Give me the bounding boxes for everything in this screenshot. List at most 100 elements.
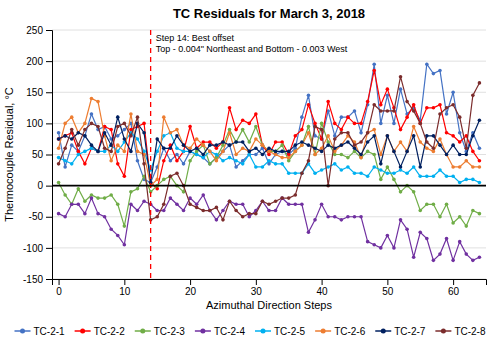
series-marker bbox=[471, 134, 475, 138]
series-marker bbox=[333, 137, 337, 141]
series-marker bbox=[247, 153, 251, 157]
y-tick-label: 150 bbox=[26, 87, 43, 98]
series-marker bbox=[175, 171, 179, 175]
legend-item: TC-2-5 bbox=[255, 326, 306, 337]
series-marker bbox=[116, 234, 120, 238]
series-marker bbox=[96, 212, 100, 216]
series-marker bbox=[294, 203, 298, 207]
series-line bbox=[59, 98, 480, 185]
legend-item: TC-2-3 bbox=[135, 326, 186, 337]
series-marker bbox=[77, 131, 81, 135]
y-tick-mark bbox=[46, 217, 52, 218]
legend-marker bbox=[321, 329, 326, 334]
series-marker bbox=[162, 209, 166, 213]
series-marker bbox=[280, 162, 284, 166]
series-marker bbox=[123, 137, 127, 141]
series-marker bbox=[412, 125, 416, 129]
series-marker bbox=[274, 153, 278, 157]
series-marker bbox=[116, 125, 120, 129]
series-marker bbox=[261, 143, 265, 147]
series-marker bbox=[261, 199, 265, 203]
series-marker bbox=[320, 203, 324, 207]
legend-marker bbox=[261, 329, 266, 334]
series-marker bbox=[90, 196, 94, 200]
series-marker bbox=[366, 100, 370, 104]
series-marker bbox=[451, 221, 455, 225]
series-marker bbox=[221, 140, 225, 144]
series-marker bbox=[208, 140, 212, 144]
series-marker bbox=[307, 143, 311, 147]
series-marker bbox=[274, 199, 278, 203]
series-marker bbox=[438, 69, 442, 73]
series-marker bbox=[162, 146, 166, 150]
series-marker bbox=[294, 193, 298, 197]
series-marker bbox=[326, 143, 330, 147]
series-marker bbox=[340, 153, 344, 157]
series-marker bbox=[57, 131, 61, 135]
series-marker bbox=[280, 156, 284, 160]
series-marker bbox=[182, 143, 186, 147]
series-marker bbox=[123, 243, 127, 247]
series-marker bbox=[234, 203, 238, 207]
series-marker bbox=[63, 134, 67, 138]
series-marker bbox=[221, 150, 225, 154]
series-marker bbox=[234, 165, 238, 169]
series-marker bbox=[254, 146, 258, 150]
series-marker bbox=[169, 146, 173, 150]
series-marker bbox=[326, 215, 330, 219]
series-marker bbox=[471, 150, 475, 154]
series-marker bbox=[300, 171, 304, 175]
series-marker bbox=[379, 168, 383, 172]
title: TC Residuals for March 3, 2018 bbox=[173, 6, 365, 21]
x-tick-mark bbox=[190, 279, 191, 285]
series-marker bbox=[228, 199, 232, 203]
series-marker bbox=[254, 137, 258, 141]
series-marker bbox=[379, 162, 383, 166]
series-marker bbox=[464, 224, 468, 228]
series-marker bbox=[346, 215, 350, 219]
series-marker bbox=[208, 162, 212, 166]
series-marker bbox=[418, 165, 422, 169]
series-marker bbox=[458, 153, 462, 157]
series-marker bbox=[392, 150, 396, 154]
grid-line bbox=[52, 30, 486, 31]
series-marker bbox=[261, 199, 265, 203]
series-marker bbox=[267, 209, 271, 213]
series-marker bbox=[386, 109, 390, 113]
series-marker bbox=[247, 212, 251, 216]
x-axis-line bbox=[53, 280, 487, 286]
series-line bbox=[59, 195, 480, 260]
series-marker bbox=[307, 125, 311, 129]
legend-item: TC-2-7 bbox=[375, 326, 426, 337]
series-marker bbox=[405, 227, 409, 231]
series-marker bbox=[129, 203, 133, 207]
series-marker bbox=[320, 168, 324, 172]
series-marker bbox=[228, 106, 232, 110]
x-tick: 50 bbox=[382, 279, 394, 297]
series-marker bbox=[359, 156, 363, 160]
series-marker bbox=[353, 215, 357, 219]
chart-container: 0102030405060-150-100-50050100150200250S… bbox=[0, 0, 500, 351]
series-marker bbox=[313, 146, 317, 150]
series-marker bbox=[412, 109, 416, 113]
series-marker bbox=[320, 128, 324, 132]
series-marker bbox=[287, 156, 291, 160]
series-marker bbox=[182, 162, 186, 166]
x-tick-mark bbox=[124, 279, 125, 285]
series bbox=[57, 97, 481, 188]
series-marker bbox=[451, 259, 455, 263]
series-marker bbox=[333, 215, 337, 219]
series-marker bbox=[300, 140, 304, 144]
series-marker bbox=[326, 140, 330, 144]
series-marker bbox=[432, 106, 436, 110]
series-marker bbox=[96, 150, 100, 154]
series-marker bbox=[234, 159, 238, 163]
series-marker bbox=[300, 143, 304, 147]
series-marker bbox=[353, 146, 357, 150]
series-marker bbox=[136, 150, 140, 154]
legend-label: TC-2-2 bbox=[94, 326, 126, 337]
series-marker bbox=[247, 122, 251, 126]
series-marker bbox=[392, 109, 396, 113]
series-marker bbox=[451, 90, 455, 94]
series-marker bbox=[379, 246, 383, 250]
